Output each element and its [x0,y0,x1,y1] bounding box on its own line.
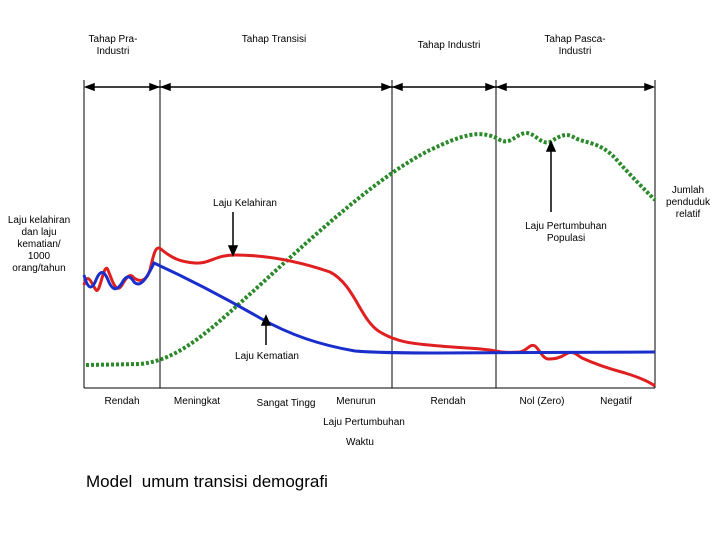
arrowhead [391,82,403,92]
left-axis-label: Laju kelahiran dan laju kematian/ 1000 o… [8,215,70,274]
growth-level: Meningkat [174,396,220,407]
growth-level: Negatif [600,396,632,407]
arrowhead [545,140,557,152]
population-growth-label-line1: Laju Pertumbuhan [525,221,607,232]
diagram-title: Model umum transisi demografi [86,472,328,491]
growth-levels: Rendah Meningkat Sangat Tingg Menurun Re… [104,396,632,409]
left-axis-line: Laju kelahiran [8,215,70,226]
growth-level: Nol (Zero) [519,396,564,407]
annotation-arrows [227,140,557,345]
x-axis-label: Waktu [346,437,374,448]
stage-2-label: Tahap Transisi [242,34,306,45]
death-rate-curve [82,261,656,355]
population-growth-label-line2: Populasi [547,233,585,244]
birth-rate-label: Laju Kelahiran [213,198,277,209]
arrowhead [149,82,161,92]
stage-4-label-line1: Tahap Pasca- [544,34,605,45]
left-axis-line: 1000 [28,251,51,262]
right-axis-line: relatif [676,209,701,220]
right-axis-label: Jumlah penduduk relatif [666,185,711,220]
right-axis-line: Jumlah [672,185,704,196]
stage-4-label-line2: Industri [559,46,592,57]
stage-span-arrows [83,82,656,92]
growth-level: Rendah [104,396,139,407]
left-axis-line: kematian/ [17,239,61,250]
arrowhead [159,82,171,92]
arrowhead [644,82,656,92]
growth-level: Rendah [430,396,465,407]
growth-level: Menurun [336,396,375,407]
growth-axis-label: Laju Pertumbuhan [323,417,405,428]
left-axis-line: dan laju [21,227,56,238]
stage-3-label: Tahap Industri [418,40,481,51]
stage-1-label-line2: Industri [97,46,130,57]
death-rate-label: Laju Kematian [235,351,299,362]
arrowhead [260,314,272,326]
arrowhead [495,82,507,92]
stage-1-label-line1: Tahap Pra- [89,34,138,45]
arrowhead [381,82,393,92]
arrowhead [83,82,95,92]
right-axis-line: penduduk [666,197,711,208]
left-axis-line: orang/tahun [12,263,65,274]
stage-dividers [83,80,656,388]
population-curve [85,131,657,367]
growth-level: Sangat Tingg [257,398,316,409]
arrowhead [227,245,239,257]
arrowhead [485,82,497,92]
